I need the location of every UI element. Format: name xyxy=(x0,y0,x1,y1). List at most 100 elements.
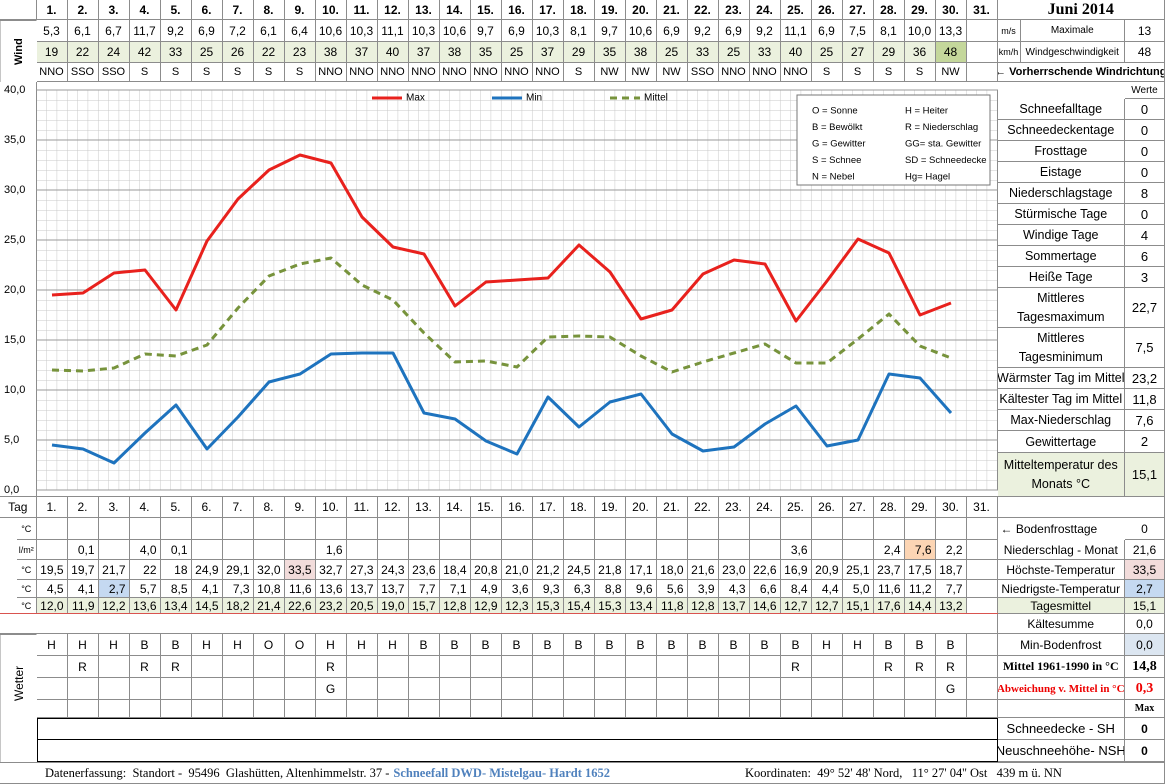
day-value: 8,5 xyxy=(160,580,192,598)
weather-code xyxy=(966,634,998,656)
blank xyxy=(36,740,998,762)
wind-kmh: 22 xyxy=(253,42,285,63)
day-value xyxy=(253,540,285,560)
wind-ms: 9,7 xyxy=(594,20,626,42)
weather-code: R xyxy=(935,656,967,678)
day-value xyxy=(625,518,657,540)
weather-code xyxy=(563,700,595,718)
weather-code xyxy=(284,678,316,700)
day-value xyxy=(315,518,347,540)
day-value xyxy=(253,518,285,540)
weather-code: H xyxy=(67,634,99,656)
day-value: 2,4 xyxy=(873,540,905,560)
blank xyxy=(997,497,1165,518)
tag-label: Tag xyxy=(0,497,37,518)
stat-label: Heiße Tage xyxy=(997,267,1125,288)
day-value xyxy=(811,518,843,540)
day-header: 14. xyxy=(439,497,471,518)
wind-direction: S xyxy=(253,63,285,82)
summary-label: Min-Bodenfrost xyxy=(997,634,1125,656)
day-value: 32,0 xyxy=(253,560,285,580)
wind-ms: 11,1 xyxy=(377,20,409,42)
day-header: 18. xyxy=(563,0,595,20)
title: Juni 2014 xyxy=(997,0,1165,20)
weather-code xyxy=(346,700,378,718)
weather-code xyxy=(129,700,161,718)
summary-value: 15,1 xyxy=(1125,598,1165,614)
day-value xyxy=(98,540,130,560)
day-value: 22 xyxy=(129,560,161,580)
day-value xyxy=(501,540,533,560)
stat-value: 8 xyxy=(1125,183,1165,204)
weather-code xyxy=(656,678,688,700)
day-value: 17,5 xyxy=(904,560,936,580)
series-line xyxy=(51,351,953,465)
footer-text: Datenerfassung: Standort - 95496 Glashüt… xyxy=(45,765,390,780)
wind-kmh: 25 xyxy=(718,42,750,63)
day-value: 20,8 xyxy=(470,560,502,580)
weather-code: B xyxy=(718,634,750,656)
stat-label: Wärmster Tag im Mittel xyxy=(997,368,1125,389)
stat-label: Gewittertage xyxy=(997,431,1125,453)
y-tick-label: 35,0 xyxy=(4,134,25,146)
weather-code: R xyxy=(904,656,936,678)
weather-code: G xyxy=(315,678,347,700)
day-value xyxy=(346,518,378,540)
weather-code xyxy=(222,656,254,678)
temperature-chart: 0,0 5,0 10,0 15,0 20,0 25,0 30,0 35,0 40,0 Max Min… xyxy=(0,82,998,497)
day-value: 4,3 xyxy=(718,580,750,598)
weather-code: R xyxy=(315,656,347,678)
day-value xyxy=(129,518,161,540)
weather-code: R xyxy=(129,656,161,678)
weather-code xyxy=(346,656,378,678)
wind-ms: 10,0 xyxy=(904,20,936,42)
day-value xyxy=(594,540,626,560)
day-header: 30. xyxy=(935,497,967,518)
wind-ms: 6,9 xyxy=(191,20,223,42)
weather-code xyxy=(842,656,874,678)
y-tick-label: 30,0 xyxy=(4,184,25,196)
weather-code: H xyxy=(842,634,874,656)
day-value: 4,1 xyxy=(67,580,99,598)
day-value: 15,1 xyxy=(842,598,874,614)
weather-legend-item: S = Schnee xyxy=(812,155,861,166)
day-header: 22. xyxy=(687,0,719,20)
weather-code xyxy=(470,656,502,678)
weather-code xyxy=(966,656,998,678)
day-header: 2. xyxy=(67,0,99,20)
day-value xyxy=(222,518,254,540)
day-value: 12,7 xyxy=(811,598,843,614)
wind-direction: SSO xyxy=(687,63,719,82)
weather-legend-item: H = Heiter xyxy=(905,106,948,117)
day-value xyxy=(966,598,998,614)
weather-code: H xyxy=(191,634,223,656)
wind-kmh xyxy=(966,42,998,63)
day-value xyxy=(377,540,409,560)
day-value: 17,6 xyxy=(873,598,905,614)
weather-label: Wetter xyxy=(0,634,37,762)
weather-code xyxy=(470,700,502,718)
weather-code: H xyxy=(377,634,409,656)
weather-code: B xyxy=(532,634,564,656)
stat-label: Mitteltemperatur des Monats °C xyxy=(997,453,1125,497)
weather-code xyxy=(98,700,130,718)
y-tick-label: 0,0 xyxy=(4,484,19,496)
weather-code xyxy=(191,700,223,718)
day-value: 8,8 xyxy=(594,580,626,598)
weather-legend-item: B = Bewölkt xyxy=(812,122,863,133)
stat-value: 4 xyxy=(1125,225,1165,246)
day-value xyxy=(284,540,316,560)
weather-code xyxy=(625,700,657,718)
day-header: 13. xyxy=(408,0,440,20)
stat-label: Niederschlagstage xyxy=(997,183,1125,204)
stat-value: 2 xyxy=(1125,431,1165,453)
day-header: 30. xyxy=(935,0,967,20)
day-value: 2,7 xyxy=(98,580,130,598)
weather-code: G xyxy=(935,678,967,700)
weather-code: B xyxy=(780,634,812,656)
weather-code: H xyxy=(98,634,130,656)
weather-code xyxy=(904,678,936,700)
wind-direction: NNO xyxy=(749,63,781,82)
wind-kmh: 40 xyxy=(377,42,409,63)
stat-label: Frosttage xyxy=(997,141,1125,162)
